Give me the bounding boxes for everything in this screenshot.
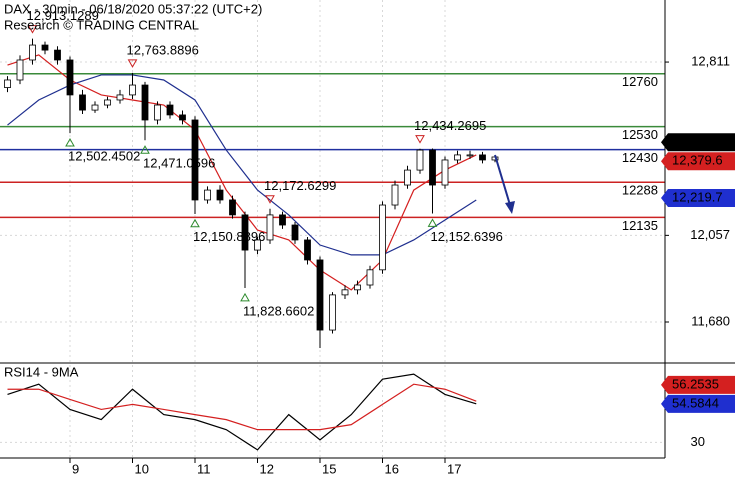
low-marker [240, 292, 250, 302]
candle-body [204, 189, 211, 201]
candle-body [4, 79, 11, 88]
candle-body [366, 269, 374, 286]
low-label: 11,828.6602 [243, 303, 314, 318]
candle-body [291, 224, 299, 241]
candle-body [141, 84, 149, 121]
candle-body [479, 154, 486, 161]
candle-body [241, 214, 249, 251]
price-box [661, 188, 735, 207]
price-box-label: 12,219.7 [672, 189, 723, 204]
candle-body [341, 289, 349, 296]
rsi-line [7, 383, 477, 431]
candle-body [304, 239, 311, 261]
low-marker [427, 218, 438, 227]
candle-body [229, 199, 236, 216]
price-box [661, 152, 735, 171]
low-label: 12,502.4502 [68, 148, 140, 163]
candle-body [316, 259, 324, 331]
high-marker [265, 195, 275, 204]
high-label: 12,434.2695 [414, 118, 486, 133]
chart-title: DAX - 30min - 06/18/2020 05:37:22 (UTC+2… [4, 1, 262, 16]
high-marker [127, 59, 138, 68]
candle-body [266, 214, 274, 241]
low-marker [65, 137, 75, 147]
candle-body [179, 114, 186, 121]
x-tick-label: 15 [322, 461, 336, 476]
candle-body [16, 59, 24, 81]
forecast-arrowhead [505, 201, 515, 214]
high-label: 12,913.1289 [27, 8, 99, 23]
plot-area: 9 10 11 12 15 16 17 30 12760 12530 12430 12288 12135… [0, 0, 705, 476]
candle-body [41, 44, 49, 51]
rsi-title: RSI14 - 9MA [4, 364, 79, 379]
x-tick-label: 16 [385, 461, 399, 476]
candle-body [29, 44, 36, 61]
low-label: 12,150.8896 [193, 229, 265, 244]
y-tick-label: 11,680 [691, 313, 730, 328]
level-label: 12530 [622, 127, 658, 142]
high-label: 12,172.6299 [264, 178, 336, 193]
level-label: 12430 [622, 150, 658, 165]
candle-body [429, 149, 436, 186]
candle-body [416, 149, 424, 171]
candle-body [404, 169, 411, 186]
y-tick-label: 12,057 [690, 227, 730, 242]
price-labels: 12,811 12,057 11,680 12,382.1 12,379.6 12,219… [661, 53, 735, 413]
rsi-tick-label: 30 [691, 434, 705, 449]
y-tick-label: 12,811 [691, 53, 730, 68]
moving-average [7, 74, 477, 256]
x-tick-label: 17 [447, 461, 461, 476]
price-box-label: 12,379.6 [672, 153, 723, 168]
candle-body [216, 189, 224, 201]
candle-body [154, 104, 161, 121]
price-box [661, 133, 735, 152]
candle-body [104, 99, 111, 106]
candle-body [329, 294, 336, 331]
candle-body [466, 154, 474, 157]
low-label: 12,152.6396 [431, 229, 503, 244]
x-tick-label: 9 [72, 461, 79, 476]
level-label: 12760 [622, 74, 658, 89]
chart-subtitle: Research © TRADING CENTRAL [4, 17, 199, 32]
candle-body [79, 94, 86, 111]
candle-body [191, 119, 199, 201]
candle-body [166, 104, 174, 116]
high-label: 12,763.8896 [127, 42, 199, 57]
x-tick-label: 12 [260, 461, 274, 476]
candle-body [116, 94, 124, 101]
price-box-label: 56.2535 [672, 376, 719, 391]
price-box [661, 394, 735, 413]
level-label: 12135 [622, 218, 658, 233]
low-marker [190, 218, 200, 228]
candle-body [279, 214, 286, 226]
low-marker [140, 145, 150, 154]
candle-body [54, 49, 61, 61]
candle-body [391, 184, 399, 206]
x-tick-label: 10 [135, 461, 149, 476]
candle-body [354, 284, 361, 291]
candle-body [129, 84, 136, 96]
candle-body [66, 59, 74, 96]
low-label: 12,471.0596 [143, 156, 215, 171]
x-tick-label: 11 [197, 461, 211, 476]
price-box-label: 54.5844 [672, 395, 719, 410]
high-marker [27, 25, 38, 34]
price-box [661, 375, 735, 394]
candle-body [454, 154, 461, 161]
candle-body [91, 104, 99, 111]
rsi-line [7, 373, 477, 451]
candle-body [379, 204, 386, 271]
level-label: 12288 [622, 183, 658, 198]
moving-average [7, 54, 477, 291]
candle-body [441, 159, 449, 186]
forecast-arrow [494, 154, 511, 206]
candle-body [254, 239, 261, 251]
price-box-label: 12,382.1 [672, 134, 723, 149]
high-marker [415, 135, 425, 144]
